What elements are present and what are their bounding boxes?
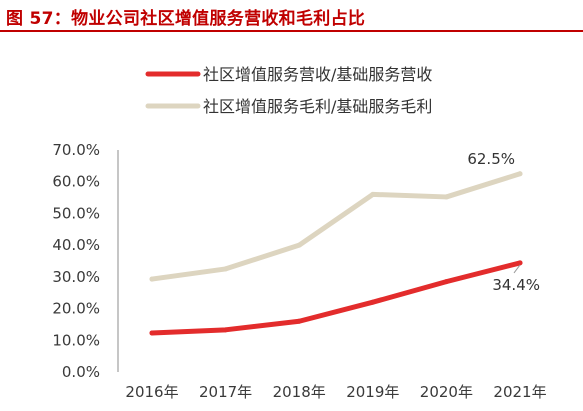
y-tick-label: 60.0% <box>52 173 100 191</box>
title-rule <box>0 30 583 32</box>
legend-label: 社区增值服务营收/基础服务营收 <box>203 65 432 84</box>
data-point <box>223 266 229 272</box>
data-point <box>223 327 229 333</box>
y-tick-label: 0.0% <box>62 363 100 381</box>
y-tick-label: 20.0% <box>52 300 100 318</box>
y-tick-label: 50.0% <box>52 204 100 222</box>
data-point <box>517 171 523 177</box>
figure-title: 图 57：物业公司社区增值服务营收和毛利占比 <box>6 9 366 29</box>
data-label: 34.4% <box>492 276 540 294</box>
x-axis-ticks: 2016年 2017年 2018年 2019年 2020年 2021年 <box>125 383 546 401</box>
data-label-leader <box>513 264 521 274</box>
data-point <box>296 242 302 248</box>
y-tick-label: 10.0% <box>52 331 100 349</box>
series-line <box>149 260 523 336</box>
data-point <box>149 330 155 336</box>
y-tick-label: 70.0% <box>52 141 100 159</box>
x-tick-label: 2018年 <box>273 383 326 401</box>
data-label: 62.5% <box>467 150 515 168</box>
series-line <box>149 171 523 282</box>
chart-series <box>149 171 523 336</box>
data-point <box>370 191 376 197</box>
data-point <box>296 318 302 324</box>
x-tick-label: 2021年 <box>493 383 546 401</box>
x-tick-label: 2019年 <box>346 383 399 401</box>
x-tick-label: 2020年 <box>420 383 473 401</box>
data-point <box>443 194 449 200</box>
y-tick-label: 30.0% <box>52 268 100 286</box>
legend-label: 社区增值服务毛利/基础服务毛利 <box>203 97 432 116</box>
x-tick-label: 2016年 <box>125 383 178 401</box>
y-axis-ticks: 0.0% 10.0% 20.0% 30.0% 40.0% 50.0% 60.0% 70.0% <box>52 141 100 381</box>
data-point <box>443 279 449 285</box>
data-point <box>149 276 155 282</box>
data-point <box>370 299 376 305</box>
data-labels: 62.5% 34.4% <box>467 150 540 294</box>
x-tick-label: 2017年 <box>199 383 252 401</box>
y-tick-label: 40.0% <box>52 236 100 254</box>
data-point <box>517 260 523 266</box>
